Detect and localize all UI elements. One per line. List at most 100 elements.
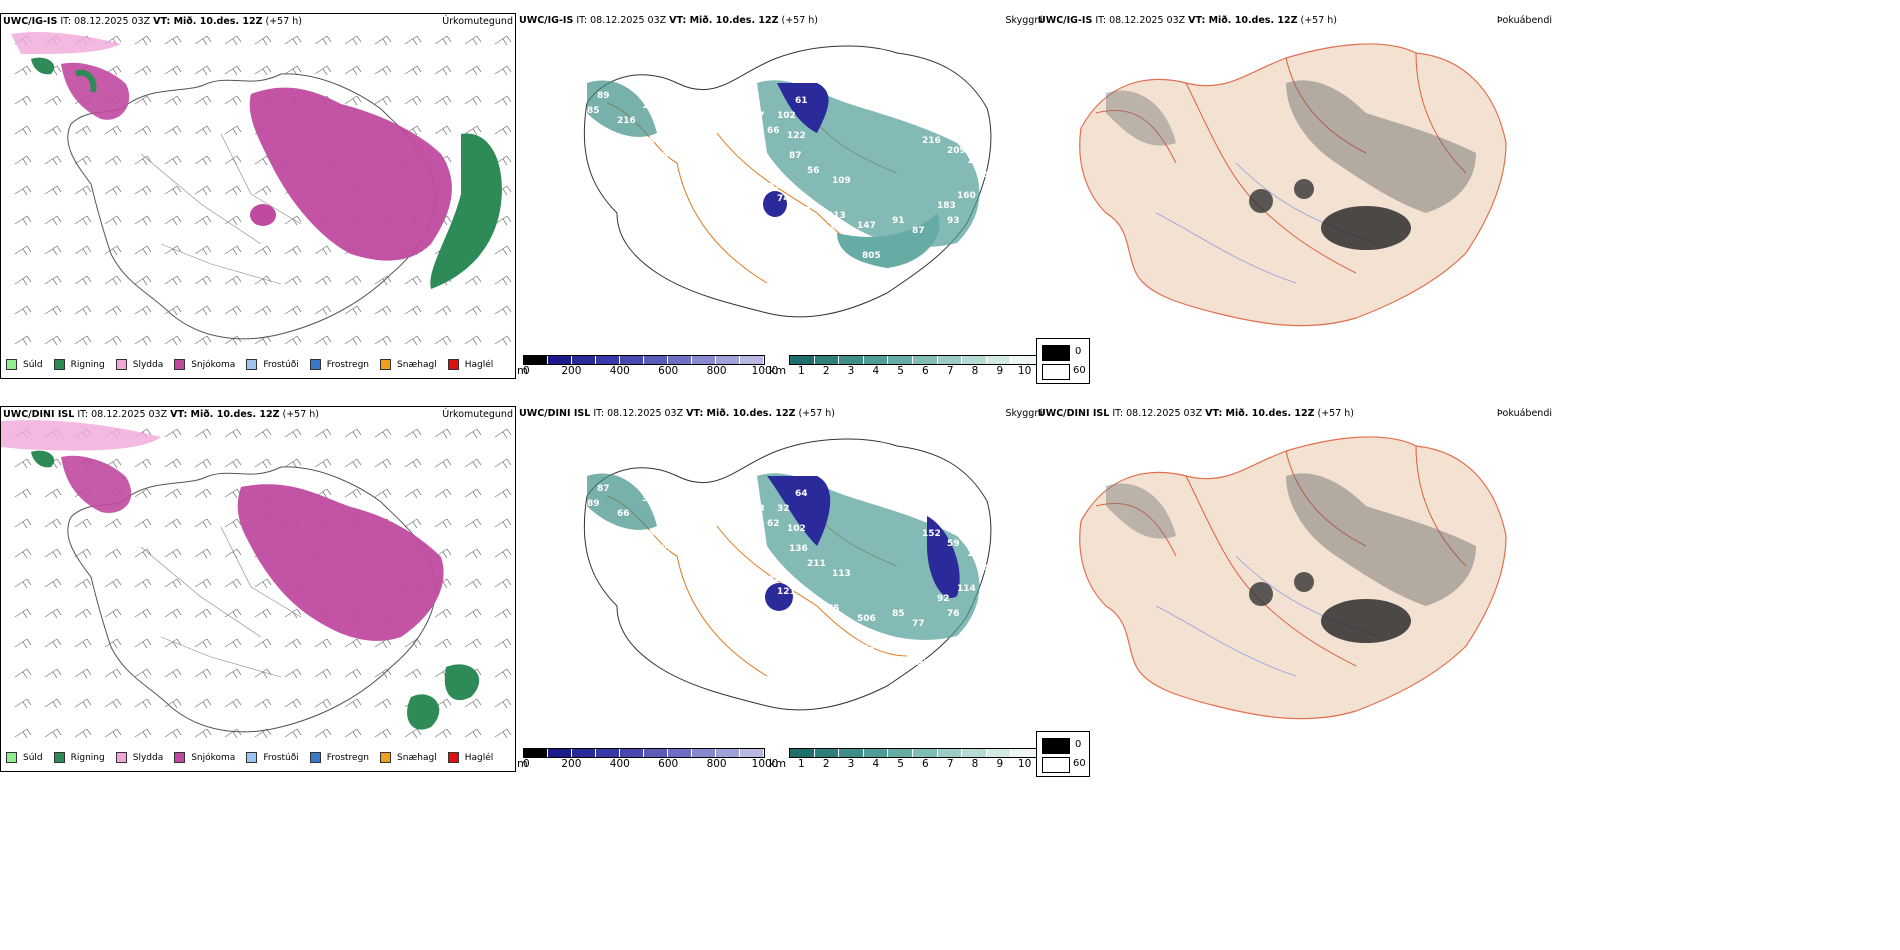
wind-barb bbox=[344, 305, 362, 316]
precip-legend-row1: Súld Rigning Slydda Snjókoma Frostúði Frostre… bbox=[6, 359, 504, 370]
cloud-base-label: 154 bbox=[847, 469, 866, 479]
colorbar-tick: 600 bbox=[658, 758, 679, 770]
wind-barb bbox=[134, 728, 152, 739]
wind-barb bbox=[344, 698, 362, 709]
wind-barb bbox=[134, 275, 152, 286]
cloud-base-label: 113 bbox=[832, 569, 851, 579]
fog-header-row2: UWC/DINI ISL IT: 08.12.2025 03Z VT: Mið.… bbox=[1038, 408, 1355, 419]
wind-barb bbox=[14, 638, 32, 649]
cloud-base-label: 76 bbox=[947, 609, 960, 619]
wind-barb bbox=[164, 95, 182, 106]
wind-barb bbox=[464, 335, 482, 346]
wind-barb bbox=[14, 215, 32, 226]
wind-barb bbox=[164, 518, 182, 529]
wind-barb bbox=[44, 335, 62, 346]
cloud-base-label: 87 bbox=[597, 484, 610, 494]
lead-time: (+57 h) bbox=[265, 16, 303, 27]
colorbar-tick: 6 bbox=[922, 365, 929, 377]
colorbar-cell bbox=[937, 356, 963, 364]
colorbar-cell bbox=[839, 356, 864, 364]
cloud-base-label: 70 bbox=[937, 106, 950, 116]
legend-label: Frostúði bbox=[263, 752, 299, 763]
precip-panel-row2: UWC/DINI ISL IT: 08.12.2025 03Z VT: Mið.… bbox=[0, 406, 516, 772]
wind-barb bbox=[104, 245, 122, 256]
wind-barb bbox=[104, 185, 122, 196]
cloud-base-label: 66 bbox=[617, 509, 630, 519]
precip-legend-item: Snjókoma bbox=[174, 359, 235, 370]
wind-barb bbox=[494, 638, 512, 649]
colorbar-tick: 3 bbox=[847, 365, 855, 377]
precip-legend-item: Snjókoma bbox=[174, 752, 235, 763]
wind-barb bbox=[404, 488, 422, 499]
wind-barb bbox=[74, 275, 92, 286]
wind-barb bbox=[374, 458, 392, 469]
wind-barb bbox=[164, 608, 182, 619]
wind-barb bbox=[494, 95, 512, 106]
colorbar-tick: 6 bbox=[922, 758, 929, 770]
cloud-base-label: 169 bbox=[792, 206, 811, 216]
cloud-base-label: 183 bbox=[937, 201, 956, 211]
fog-header-row1: UWC/IG-IS IT: 08.12.2025 03Z VT: Mið. 10… bbox=[1038, 15, 1338, 26]
cloud-base-label: 85 bbox=[892, 609, 905, 619]
wind-barb bbox=[374, 35, 392, 46]
colorbar-tick: 7 bbox=[946, 758, 954, 770]
wind-barb bbox=[104, 608, 122, 619]
wind-barb bbox=[404, 458, 422, 469]
colorbar-tick: 9 bbox=[996, 758, 1004, 770]
precip-legend-item: Haglél bbox=[447, 752, 494, 763]
wind-barb bbox=[104, 215, 122, 226]
wind-barb bbox=[224, 518, 242, 529]
wind-barb bbox=[164, 458, 182, 469]
colorbar-cell bbox=[548, 749, 572, 757]
wind-barb bbox=[464, 275, 482, 286]
wind-barb bbox=[44, 518, 62, 529]
wind-barb bbox=[344, 728, 362, 739]
wind-barb bbox=[134, 608, 152, 619]
wind-barb bbox=[194, 95, 212, 106]
wind-barb bbox=[404, 335, 422, 346]
wind-barb bbox=[224, 458, 242, 469]
wind-barb bbox=[464, 305, 482, 316]
wind-barb bbox=[344, 275, 362, 286]
cloud-base-label: 157 bbox=[907, 494, 926, 504]
colorbar-cell bbox=[863, 749, 889, 757]
cloud-base-label: 89 bbox=[597, 91, 610, 101]
wind-barb bbox=[14, 728, 32, 739]
cloud-base-label: 216 bbox=[617, 116, 636, 126]
wind-barb bbox=[194, 488, 212, 499]
wind-barb bbox=[194, 185, 212, 196]
legend-label: Haglél bbox=[464, 752, 494, 763]
precip-legend-item: Slydda bbox=[115, 752, 163, 763]
precip-legend-item: Frostregn bbox=[309, 359, 369, 370]
wind-barb bbox=[194, 578, 212, 589]
colorbar-cell bbox=[740, 749, 764, 757]
colorbar-cell bbox=[644, 749, 668, 757]
wind-barb bbox=[224, 335, 242, 346]
wind-barb bbox=[104, 125, 122, 136]
wind-barb bbox=[434, 458, 452, 469]
colorbar-cell bbox=[790, 356, 815, 364]
wind-barb bbox=[254, 608, 272, 619]
wind-barb bbox=[104, 305, 122, 316]
wind-barb bbox=[434, 65, 452, 76]
colorbar-tick: 800 bbox=[706, 365, 727, 377]
precip-title-row1: Úrkomutegund bbox=[442, 16, 513, 27]
precip-panel-row1: UWC/IG-IS IT: 08.12.2025 03Z VT: Mið. 10… bbox=[0, 13, 516, 379]
wind-barb bbox=[494, 305, 512, 316]
wind-barb bbox=[44, 668, 62, 679]
legend-swatch bbox=[309, 359, 321, 370]
cloud-base-label: 87 bbox=[752, 111, 765, 121]
wind-barb bbox=[164, 698, 182, 709]
cloud-base-label: 216 bbox=[922, 136, 941, 146]
wind-barb bbox=[74, 548, 92, 559]
colorbar-cell bbox=[668, 749, 692, 757]
wind-barb bbox=[224, 608, 242, 619]
wind-barb bbox=[404, 668, 422, 679]
cloud-base-label: 653 bbox=[697, 599, 716, 609]
wind-barb bbox=[374, 65, 392, 76]
wind-barb bbox=[14, 698, 32, 709]
precip-legend-item: Rigning bbox=[53, 752, 105, 763]
colorbar-tick: 4 bbox=[872, 365, 880, 377]
wind-barb bbox=[194, 65, 212, 76]
cloud-base-label: 85 bbox=[587, 106, 600, 116]
